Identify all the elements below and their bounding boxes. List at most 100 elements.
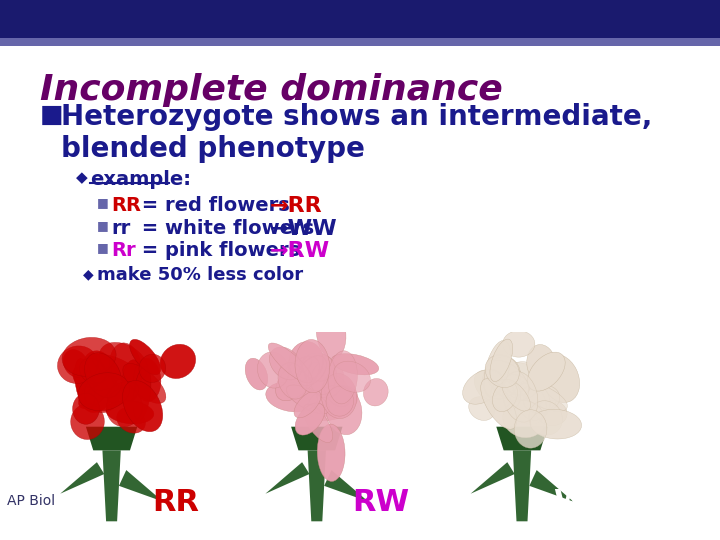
- Ellipse shape: [246, 358, 268, 390]
- Ellipse shape: [269, 343, 312, 383]
- Ellipse shape: [160, 345, 196, 379]
- Ellipse shape: [469, 397, 495, 421]
- Text: ■: ■: [40, 103, 63, 126]
- Text: →WW: →WW: [270, 219, 338, 239]
- Ellipse shape: [84, 374, 120, 413]
- Text: RW: RW: [353, 488, 410, 517]
- Ellipse shape: [134, 359, 161, 402]
- Ellipse shape: [333, 361, 371, 392]
- Text: Incomplete dominance: Incomplete dominance: [40, 73, 503, 107]
- Ellipse shape: [92, 354, 142, 382]
- Ellipse shape: [278, 363, 307, 399]
- Text: = red flowers: = red flowers: [135, 196, 289, 215]
- Ellipse shape: [289, 342, 323, 381]
- Ellipse shape: [502, 380, 531, 411]
- Ellipse shape: [122, 381, 163, 431]
- Ellipse shape: [463, 369, 503, 404]
- Text: ■: ■: [97, 219, 109, 232]
- Ellipse shape: [518, 384, 550, 420]
- Ellipse shape: [536, 400, 567, 426]
- Ellipse shape: [73, 367, 97, 394]
- Text: WW: WW: [553, 488, 620, 517]
- Ellipse shape: [297, 356, 326, 386]
- Ellipse shape: [503, 372, 538, 422]
- Ellipse shape: [123, 363, 166, 403]
- Ellipse shape: [514, 410, 547, 448]
- Ellipse shape: [503, 331, 535, 357]
- Ellipse shape: [276, 356, 320, 401]
- Ellipse shape: [84, 384, 112, 413]
- Ellipse shape: [304, 362, 337, 416]
- Ellipse shape: [78, 373, 130, 411]
- Ellipse shape: [303, 404, 333, 443]
- Ellipse shape: [474, 370, 516, 408]
- Ellipse shape: [117, 408, 145, 433]
- Ellipse shape: [530, 409, 582, 439]
- Polygon shape: [86, 427, 138, 450]
- Text: ■: ■: [97, 241, 109, 254]
- Text: example:: example:: [90, 170, 191, 189]
- Polygon shape: [291, 427, 343, 450]
- Ellipse shape: [99, 342, 148, 382]
- Ellipse shape: [325, 386, 362, 435]
- Polygon shape: [513, 450, 531, 521]
- Polygon shape: [471, 462, 515, 494]
- Ellipse shape: [76, 359, 117, 390]
- Ellipse shape: [326, 386, 354, 416]
- Polygon shape: [102, 450, 121, 521]
- Ellipse shape: [130, 339, 161, 375]
- Ellipse shape: [109, 343, 142, 393]
- Ellipse shape: [490, 339, 513, 382]
- Ellipse shape: [269, 347, 302, 380]
- Text: = pink flowers: = pink flowers: [135, 241, 300, 260]
- Ellipse shape: [83, 351, 112, 383]
- Ellipse shape: [266, 382, 318, 412]
- Ellipse shape: [287, 353, 312, 374]
- Ellipse shape: [107, 382, 139, 404]
- Text: RR: RR: [153, 488, 199, 517]
- Ellipse shape: [58, 346, 98, 383]
- Ellipse shape: [328, 351, 357, 404]
- Polygon shape: [324, 470, 368, 502]
- Ellipse shape: [503, 400, 545, 437]
- Ellipse shape: [122, 360, 141, 402]
- Ellipse shape: [311, 360, 343, 398]
- Ellipse shape: [295, 403, 325, 435]
- Polygon shape: [119, 470, 163, 502]
- Polygon shape: [529, 470, 573, 502]
- Ellipse shape: [364, 379, 388, 406]
- Ellipse shape: [323, 375, 351, 407]
- Text: RR: RR: [112, 196, 142, 215]
- Ellipse shape: [523, 385, 559, 413]
- Ellipse shape: [508, 362, 552, 388]
- Ellipse shape: [73, 393, 99, 424]
- Polygon shape: [266, 462, 310, 494]
- Ellipse shape: [481, 379, 517, 429]
- Text: Heterozygote shows an intermediate,: Heterozygote shows an intermediate,: [61, 103, 652, 131]
- Text: →RR: →RR: [270, 196, 323, 216]
- Ellipse shape: [84, 353, 122, 398]
- Text: rr: rr: [112, 219, 131, 238]
- Ellipse shape: [294, 390, 321, 418]
- Ellipse shape: [541, 354, 580, 403]
- Text: ■: ■: [97, 196, 109, 209]
- Ellipse shape: [79, 358, 106, 384]
- Ellipse shape: [536, 370, 559, 410]
- Ellipse shape: [78, 366, 120, 409]
- Ellipse shape: [331, 354, 379, 375]
- Ellipse shape: [62, 338, 116, 376]
- Ellipse shape: [484, 340, 510, 397]
- Ellipse shape: [492, 381, 518, 411]
- Polygon shape: [496, 427, 548, 450]
- Ellipse shape: [482, 356, 521, 399]
- Ellipse shape: [486, 360, 529, 401]
- Ellipse shape: [139, 354, 166, 382]
- Ellipse shape: [504, 362, 540, 400]
- Ellipse shape: [71, 404, 104, 440]
- Text: = white flowers: = white flowers: [135, 219, 314, 238]
- Ellipse shape: [318, 424, 345, 481]
- Ellipse shape: [490, 379, 521, 411]
- Ellipse shape: [527, 345, 556, 383]
- Ellipse shape: [63, 349, 88, 377]
- Ellipse shape: [485, 355, 519, 388]
